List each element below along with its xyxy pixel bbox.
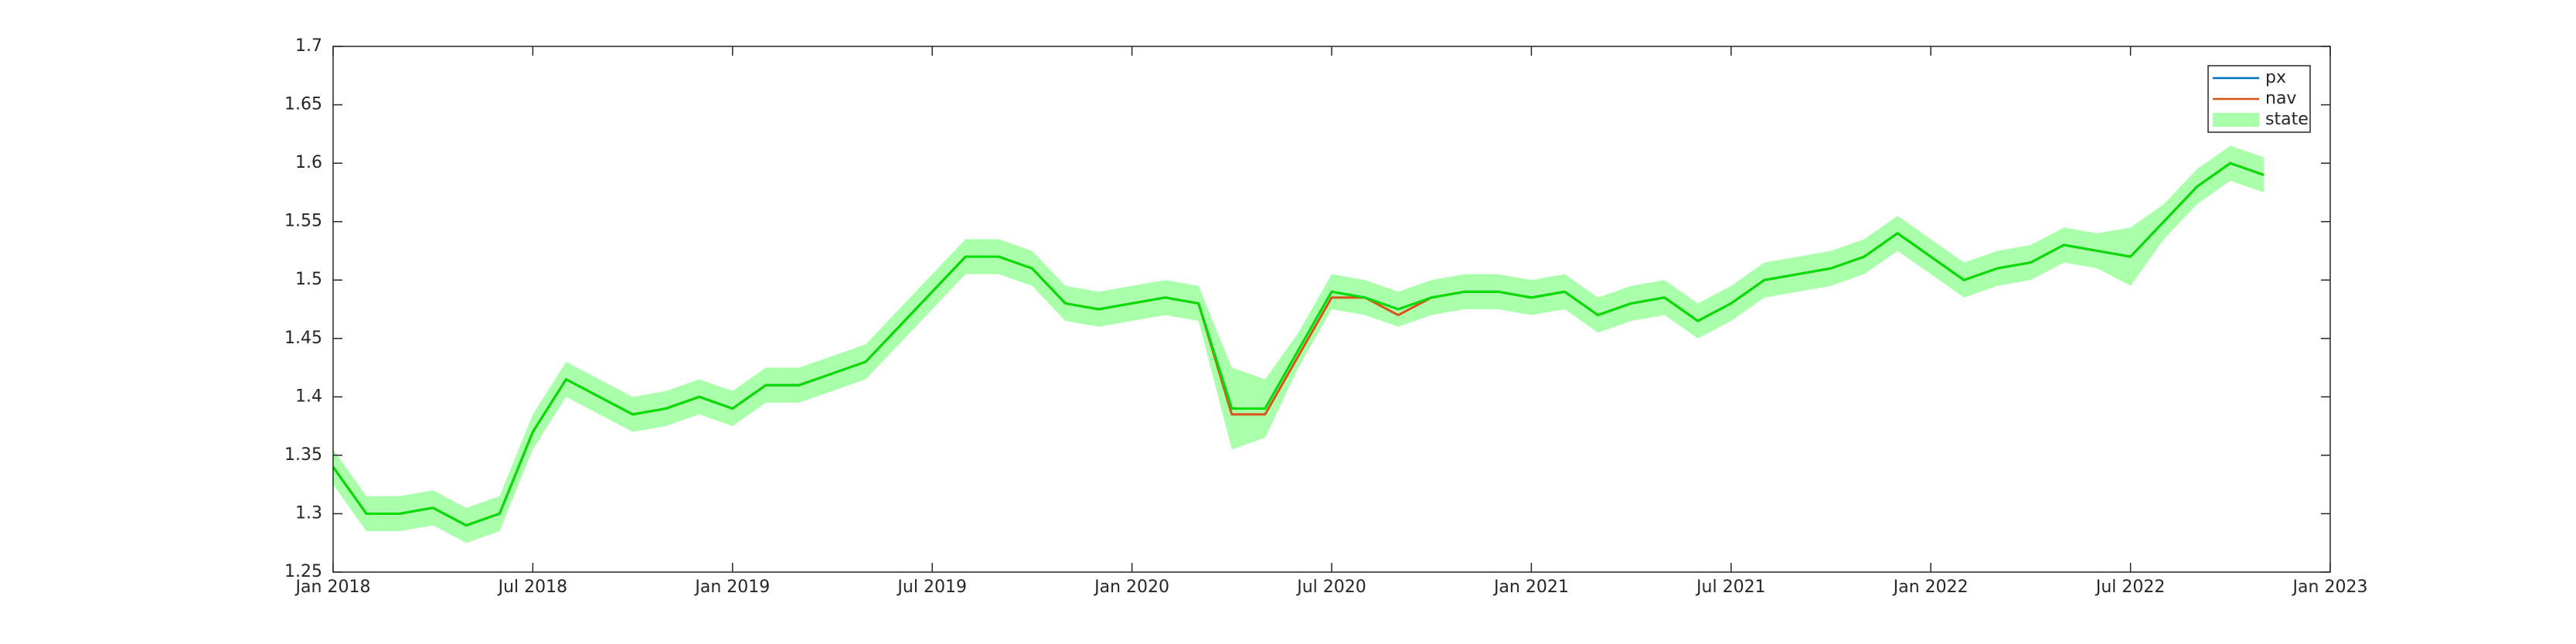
x-tick-label: Jul 2022 — [2094, 578, 2166, 597]
state-band — [333, 145, 2264, 543]
plot-area — [332, 145, 2265, 543]
legend-label: state — [2265, 110, 2309, 129]
x-tick-label: Jan 2020 — [1093, 578, 1169, 597]
series-line — [332, 162, 2265, 527]
x-tick-label: Jan 2021 — [1492, 578, 1569, 597]
legend: px nav state — [2207, 65, 2311, 133]
x-tick-label: Jan 2019 — [693, 578, 770, 597]
y-tick-label: 1.4 — [295, 387, 322, 406]
legend-label: nav — [2265, 89, 2296, 108]
x-tick-label: Jul 2021 — [1695, 578, 1766, 597]
x-tick-label: Jul 2019 — [896, 578, 967, 597]
legend-swatch — [2213, 113, 2259, 127]
x-tick-label: Jan 2023 — [2292, 578, 2368, 597]
y-tick-label: 1.55 — [284, 212, 322, 231]
x-tick-label: Jul 2020 — [1295, 578, 1366, 597]
y-tick-label: 1.3 — [295, 503, 322, 523]
x-tick-label: Jan 2022 — [1892, 578, 1969, 597]
y-tick-label: 1.5 — [295, 270, 322, 289]
x-tick-label: Jul 2018 — [497, 578, 568, 597]
x-tick-label: Jan 2018 — [294, 578, 371, 597]
y-tick-label: 1.6 — [295, 153, 322, 172]
y-tick-label: 1.45 — [284, 329, 322, 348]
y-tick-label: 1.7 — [295, 36, 322, 56]
y-tick-label: 1.35 — [284, 445, 322, 465]
y-tick-label: 1.25 — [284, 562, 322, 581]
legend-label: px — [2265, 68, 2286, 87]
y-tick-label: 1.65 — [284, 95, 322, 114]
